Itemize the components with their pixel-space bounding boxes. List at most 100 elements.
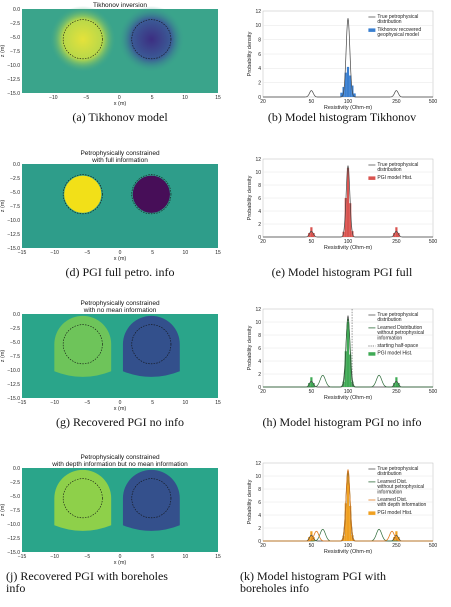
model-background	[22, 468, 218, 552]
model-xlabel: x (m)	[114, 560, 127, 566]
model-xtick: 5	[151, 250, 154, 256]
hist-ytick: 4	[258, 209, 261, 215]
hist-xtick: 50	[309, 99, 315, 105]
model-xtick: 10	[183, 554, 189, 560]
hist-caption: (k) Model histogram PGI with	[240, 569, 386, 583]
hist-bar	[346, 473, 350, 541]
hist-ytick: 10	[255, 320, 261, 326]
hist-bar	[342, 231, 345, 237]
hist-xtick: 250	[392, 239, 401, 245]
model-xtick: −5	[83, 95, 89, 101]
hist-bar	[353, 93, 356, 97]
model-ytick: −2.5	[10, 176, 20, 182]
hist-ytick: 4	[258, 359, 261, 365]
hist-xtick: 500	[429, 543, 438, 549]
legend-label: Learned Dist.	[377, 479, 407, 485]
model-xlabel: x (m)	[114, 406, 127, 412]
hist-ylabel: Probability density	[247, 479, 253, 524]
hist-xtick: 50	[309, 543, 315, 549]
model-title: Petrophysically constrained	[80, 150, 160, 157]
model-xtick: 15	[215, 250, 221, 256]
model-xtick: −5	[84, 554, 90, 560]
hist-ytick: 6	[258, 52, 261, 58]
hist-ytick: 0	[258, 235, 261, 241]
legend-label: Learned Dist.	[377, 497, 407, 503]
left-true-boundary	[62, 478, 103, 519]
hist-ytick: 2	[258, 372, 261, 378]
legend-label: information	[377, 335, 402, 341]
model-caption: (d) PGI full petro. info	[66, 265, 175, 279]
model-ytick: −5.0	[10, 190, 20, 196]
model-xtick: −15	[18, 250, 27, 256]
right-true-boundary	[131, 324, 172, 365]
model-ylabel: z (m)	[0, 200, 6, 213]
hist-xtick: 500	[429, 389, 438, 395]
hist-ytick: 10	[255, 23, 261, 29]
hist-xlabel: Resistivity (Ohm-m)	[324, 549, 372, 555]
hist-xtick: 250	[392, 543, 401, 549]
hist-bar	[308, 537, 311, 541]
model-ytick: −15.0	[7, 246, 20, 252]
model-xtick: 15	[215, 95, 221, 101]
right-anomaly	[122, 315, 180, 377]
hist-bar	[397, 233, 400, 237]
model-xtick: 15	[215, 554, 221, 560]
legend-label: PGI model Hist.	[377, 351, 412, 357]
hist-bar	[312, 537, 315, 541]
model-background	[22, 164, 218, 248]
hist-bar	[308, 383, 311, 387]
histogram-panel: 0 2 4 6 8 10 12 20 50 100 250 500 Resistivity (Ohm-m…	[240, 461, 437, 595]
hist-bar	[344, 351, 347, 387]
hist-bar	[342, 535, 345, 541]
hist-xlabel: Resistivity (Ohm-m)	[324, 395, 372, 401]
hist-caption: boreholes info	[240, 581, 309, 595]
hist-bar	[310, 227, 313, 237]
hist-bar	[308, 233, 311, 237]
legend-swatch	[368, 28, 376, 32]
model-ytick: −12.5	[7, 536, 20, 542]
model-xlabel: x (m)	[114, 256, 127, 262]
model-xtick: −5	[84, 250, 90, 256]
model-xtick: 0	[118, 95, 121, 101]
hist-xtick: 20	[260, 239, 266, 245]
model-ytick: 0.0	[13, 7, 20, 13]
hist-ytick: 12	[255, 157, 261, 163]
model-xtick: 15	[215, 400, 221, 406]
hist-ytick: 10	[255, 170, 261, 176]
model-xtick: −15	[18, 400, 27, 406]
hist-bar	[340, 92, 343, 97]
legend-label: starting half-space	[377, 343, 418, 349]
hist-xtick: 50	[309, 239, 315, 245]
model-title: with full information	[91, 157, 148, 164]
hist-ytick: 0	[258, 539, 261, 545]
hist-bar	[310, 377, 313, 387]
figure-row: Tikhonov inversion 0.0 −2.5 −5.0 −7.5 −10.0 −1…	[0, 2, 437, 124]
hist-xtick: 100	[344, 389, 353, 395]
hist-bar	[397, 537, 400, 541]
model-ytick: 0.0	[13, 162, 20, 168]
model-ylabel: z (m)	[0, 504, 6, 517]
hist-ylabel: Probability density	[247, 31, 253, 76]
model-title: with depth information but no mean infor…	[51, 461, 188, 468]
left-anomaly	[64, 175, 102, 213]
hist-caption: (e) Model histogram PGI full	[272, 265, 413, 279]
model-xtick: 10	[183, 250, 189, 256]
hist-ytick: 8	[258, 333, 261, 339]
model-ytick: −5.0	[10, 35, 20, 41]
hist-xtick: 20	[260, 389, 266, 395]
hist-bar	[349, 203, 352, 237]
model-xtick: −5	[84, 400, 90, 406]
model-ytick: −5.0	[10, 494, 20, 500]
model-ylabel: z (m)	[0, 45, 6, 58]
legend-swatch	[368, 352, 376, 356]
model-xtick: −10	[50, 400, 59, 406]
true-distribution-curve	[263, 165, 433, 238]
hist-ytick: 6	[258, 346, 261, 352]
histogram-panel: 0 2 4 6 8 10 12 20 50 100 250 500 Resistivity (Ohm-m…	[247, 307, 437, 429]
hist-bar	[393, 383, 396, 387]
hist-ytick: 12	[255, 307, 261, 313]
left-anomaly	[54, 469, 112, 531]
